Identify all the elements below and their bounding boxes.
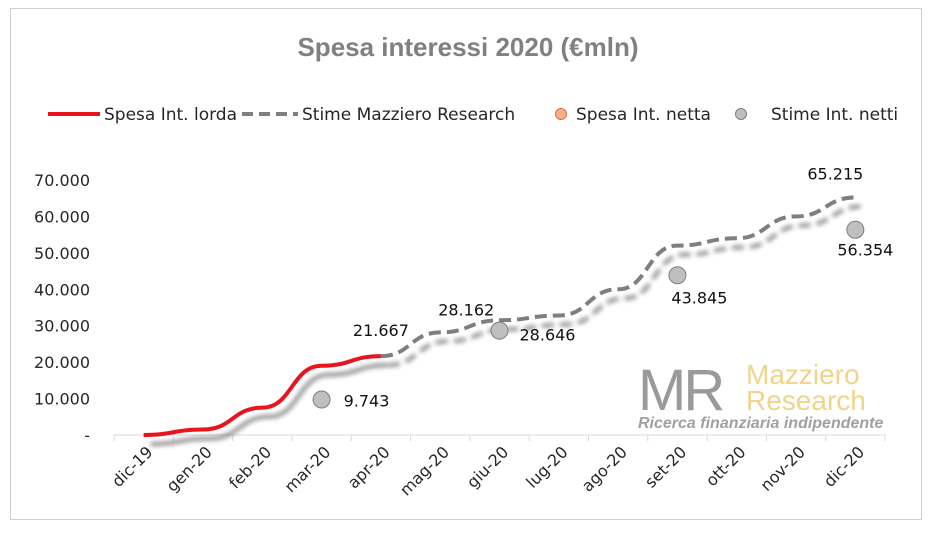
y-tick-label: 30.000 xyxy=(34,317,90,336)
x-tick-label: dic-20 xyxy=(820,442,868,490)
data-label: 28.646 xyxy=(520,326,576,345)
x-tick-label: mag-20 xyxy=(396,442,453,499)
series-line-1 xyxy=(380,195,856,359)
x-tick-label: gen-20 xyxy=(163,442,216,495)
y-tick-label: 20.000 xyxy=(34,353,90,372)
chart-title: Spesa interessi 2020 (€mln) xyxy=(297,32,638,62)
legend-label-stime-netti: Stime Int. netti xyxy=(771,105,898,125)
x-tick-label: ago-20 xyxy=(578,442,631,495)
data-label: 43.845 xyxy=(671,288,727,307)
y-tick-label: - xyxy=(84,426,90,445)
watermark-logo: MR Mazziero Research Ricerca finanziaria… xyxy=(638,358,884,432)
legend-label-stime-mazziero: Stime Mazziero Research xyxy=(302,105,515,125)
x-tick-label: apr-20 xyxy=(344,442,394,492)
data-label: 56.354 xyxy=(837,241,893,260)
watermark-name-line1: Mazziero xyxy=(746,359,860,390)
legend-marker-spesa-netta xyxy=(555,108,567,120)
watermark-tagline: Ricerca finanziaria indipendente xyxy=(638,415,884,432)
data-labels: 21.667 28.162 65.215 9.743 28.646 43.845 56.35… xyxy=(344,164,894,410)
watermark-monogram: MR xyxy=(638,358,723,423)
data-label: 9.743 xyxy=(344,392,390,411)
data-point-marker xyxy=(312,390,331,409)
series-layer xyxy=(143,195,865,437)
legend-label-spesa-lorda: Spesa Int. lorda xyxy=(104,105,237,125)
data-label: 65.215 xyxy=(807,164,863,183)
data-point-marker xyxy=(846,220,865,239)
y-tick-label: 60.000 xyxy=(34,207,90,226)
y-axis: - 10.000 20.000 30.000 40.000 50.000 60.000 70.… xyxy=(34,171,90,445)
legend: Spesa Int. lorda Stime Mazziero Research… xyxy=(48,105,898,125)
x-tick-label: giu-20 xyxy=(463,442,512,491)
y-tick-label: 10.000 xyxy=(34,390,90,409)
watermark-name-line2: Research xyxy=(746,385,866,416)
x-tick-label: lug-20 xyxy=(522,442,571,491)
x-tick-label: mar-20 xyxy=(281,442,335,496)
y-tick-label: 70.000 xyxy=(34,171,90,190)
x-tick-label: set-20 xyxy=(641,442,690,491)
data-point-marker xyxy=(668,266,687,285)
series-line-0 xyxy=(143,354,381,437)
data-point-marker xyxy=(490,321,509,340)
data-label: 21.667 xyxy=(353,321,409,340)
x-axis: dic-19 gen-20 feb-20 mar-20 apr-20 mag-20 giu-… xyxy=(108,434,886,499)
data-label: 28.162 xyxy=(438,300,494,319)
x-tick-label: feb-20 xyxy=(225,442,275,492)
y-tick-label: 40.000 xyxy=(34,280,90,299)
x-tick-label: ott-20 xyxy=(702,442,750,490)
x-tick-label: nov-20 xyxy=(756,442,808,494)
y-tick-label: 50.000 xyxy=(34,244,90,263)
x-tick-label: dic-19 xyxy=(108,442,156,490)
legend-label-spesa-netta: Spesa Int. netta xyxy=(576,105,711,125)
legend-marker-stime-netti xyxy=(735,108,747,120)
